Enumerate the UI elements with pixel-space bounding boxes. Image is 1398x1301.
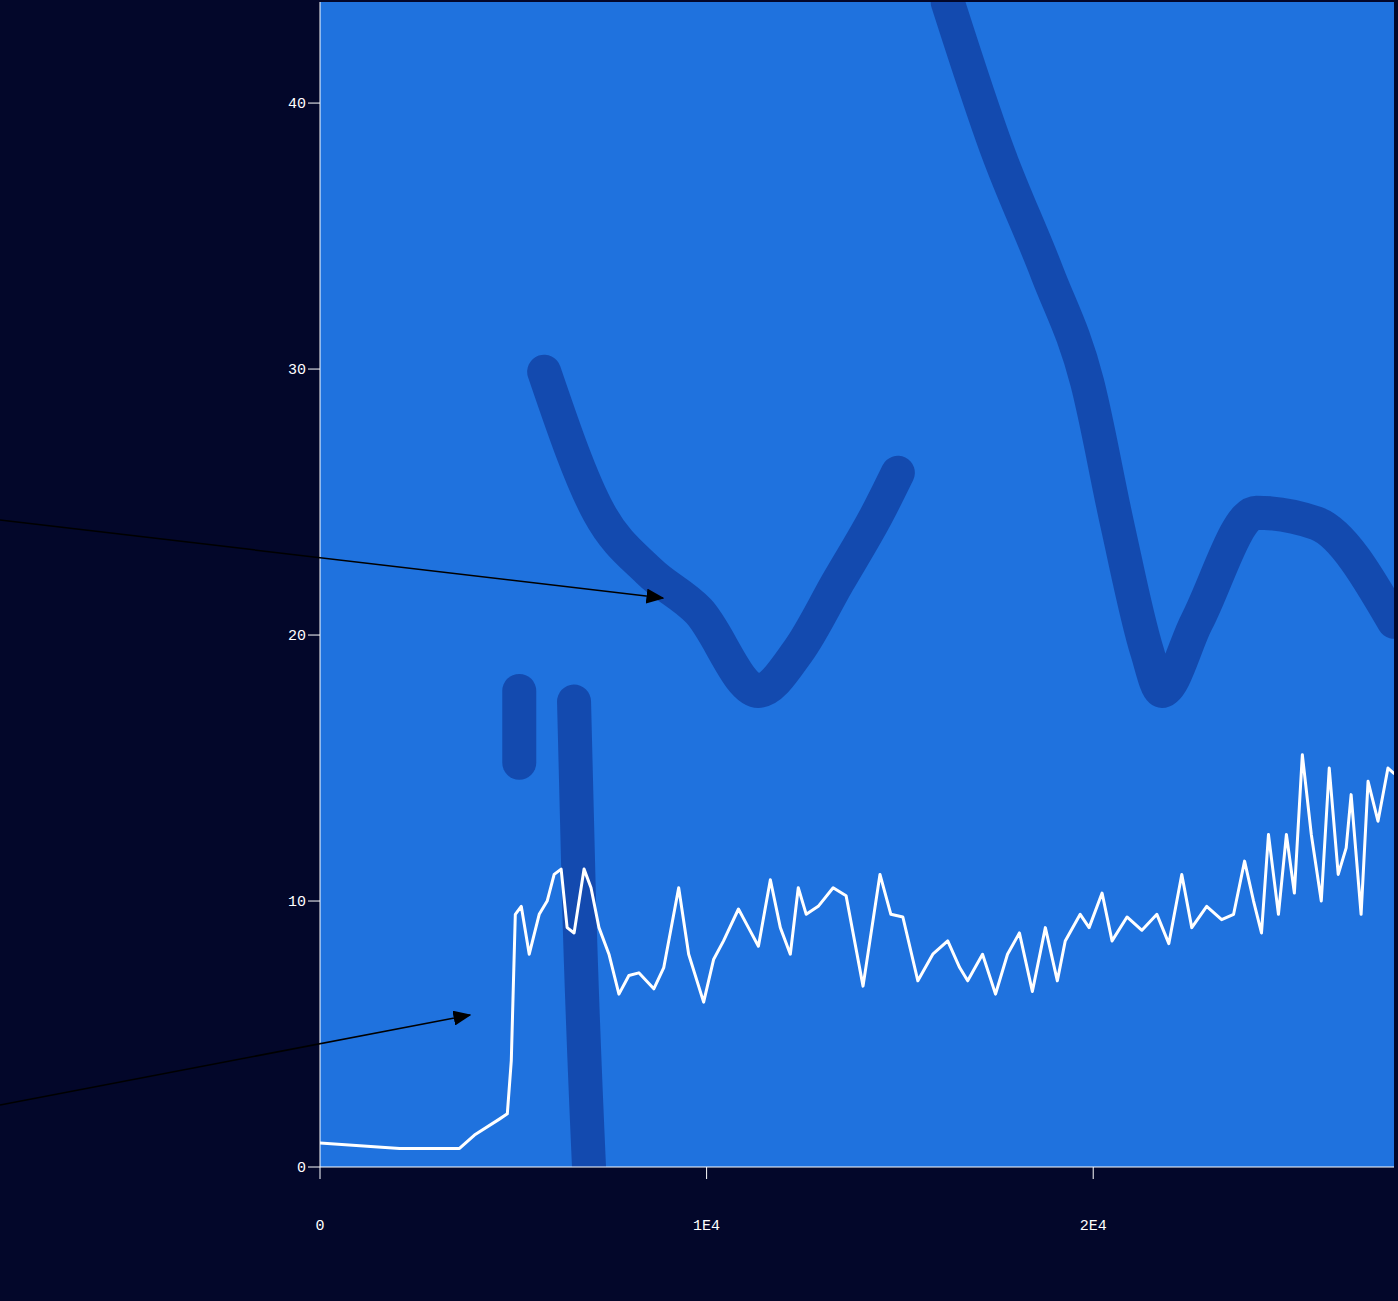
- svg-text:0: 0: [315, 1218, 324, 1235]
- svg-text:1E4: 1E4: [693, 1218, 720, 1235]
- svg-text:0: 0: [297, 1160, 306, 1177]
- svg-text:40: 40: [288, 96, 306, 113]
- svg-text:2E4: 2E4: [1080, 1218, 1107, 1235]
- svg-text:10: 10: [288, 894, 306, 911]
- svg-text:20: 20: [288, 628, 306, 645]
- svg-text:30: 30: [288, 362, 306, 379]
